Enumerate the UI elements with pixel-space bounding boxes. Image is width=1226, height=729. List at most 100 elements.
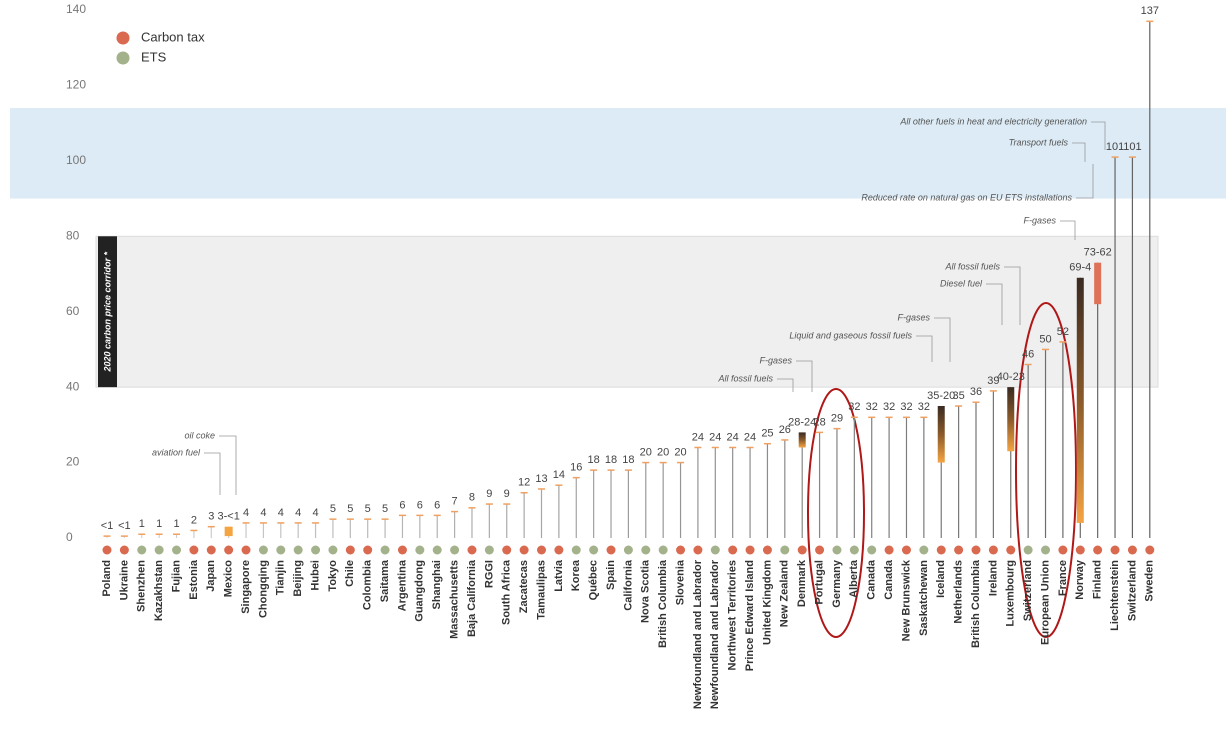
range-bar (798, 432, 806, 448)
y-tick-label: 140 (66, 2, 86, 16)
x-tick-label: Finland (1092, 560, 1104, 599)
x-tick-label: France (1057, 560, 1069, 596)
category-dot (172, 545, 182, 555)
y-tick-label: 100 (66, 153, 86, 167)
category-dot (119, 545, 129, 555)
highlight-ellipse (807, 388, 865, 638)
category-dot (137, 545, 147, 555)
x-tick-label: Fujian (170, 560, 182, 593)
category-dot (224, 545, 234, 555)
category-dot (328, 545, 338, 555)
value-label: 32 (900, 401, 912, 413)
category-dot (415, 545, 425, 555)
value-label: 5 (382, 503, 388, 515)
annotation-leader (1076, 164, 1094, 199)
category-dot (849, 545, 859, 555)
category-dot (1145, 545, 1155, 555)
category-dot (1075, 545, 1085, 555)
value-label: <1 (101, 520, 114, 532)
highlight-ellipse (1015, 302, 1077, 638)
annotation: All other fuels in heat and electricity … (899, 116, 1087, 126)
category-dot (832, 545, 842, 555)
category-dot (502, 545, 512, 555)
value-label: 40-23 (997, 371, 1025, 383)
category-dot (710, 545, 720, 555)
category-dot (728, 545, 738, 555)
x-tick-label: Colombia (362, 559, 374, 610)
value-label: 26 (779, 424, 791, 436)
category-dot (241, 545, 251, 555)
x-tick-label: United Kingdom (761, 560, 773, 645)
x-tick-label: Zacatecas (518, 560, 530, 613)
x-tick-label: Norway (1074, 559, 1086, 600)
value-label: 5 (365, 503, 371, 515)
corridor-label-box (98, 236, 117, 388)
category-dot (450, 545, 460, 555)
annotation: F-gases (897, 312, 930, 322)
value-label: 6 (434, 499, 440, 511)
x-tick-label: Korea (570, 559, 582, 591)
x-tick-label: British Columbia (657, 559, 669, 648)
category-dot (1023, 545, 1033, 555)
x-tick-label: Shanghai (431, 560, 443, 610)
x-tick-label: Saskatchewan (918, 560, 930, 636)
category-dot (1041, 545, 1051, 555)
y-tick-label: 40 (66, 379, 80, 393)
x-tick-label: Canada (866, 559, 878, 600)
value-label: 5 (330, 503, 336, 515)
value-label: 24 (727, 431, 739, 443)
category-dot (467, 545, 477, 555)
x-tick-label: Hubei (309, 560, 321, 591)
x-tick-label: Baja California (466, 559, 478, 637)
x-tick-label: Kazakhstan (153, 560, 165, 621)
x-tick-label: Latvia (553, 559, 565, 592)
range-bar (1076, 277, 1084, 523)
y-tick-label: 60 (66, 304, 80, 318)
y-tick-label: 80 (66, 228, 80, 242)
annotation: F-gases (759, 355, 792, 365)
x-tick-label: New Brunswick (900, 559, 912, 641)
category-dot (397, 545, 407, 555)
value-label: 28-24 (788, 416, 816, 428)
category-dot (293, 545, 303, 555)
x-tick-label: European Union (1039, 560, 1051, 645)
range-bar (224, 526, 233, 537)
value-label: 18 (605, 454, 617, 466)
x-tick-label: Ukraine (118, 560, 130, 600)
value-label: 20 (657, 446, 669, 458)
range-bar (1007, 387, 1015, 452)
value-label: 20 (640, 446, 652, 458)
value-label: 69-4 (1069, 262, 1091, 274)
x-tick-label: Guangdong (414, 560, 426, 622)
annotation-leader (1072, 142, 1086, 162)
category-dot (884, 545, 894, 555)
upper-band (10, 108, 1226, 199)
value-label: 5 (347, 503, 353, 515)
value-label: 4 (243, 507, 249, 519)
category-dot (432, 545, 442, 555)
x-tick-label: Chile (344, 560, 356, 587)
category-dot (258, 545, 268, 555)
category-dot (780, 545, 790, 555)
category-dot (102, 545, 112, 555)
x-tick-label: Poland (101, 560, 113, 597)
value-label: 1 (156, 518, 162, 530)
legend-label: ETS (141, 49, 167, 64)
y-tick-label: 0 (66, 530, 73, 544)
value-label: 25 (761, 428, 773, 440)
annotation-leader (1091, 121, 1106, 150)
x-tick-label: Saitama (379, 559, 391, 602)
value-label: 8 (469, 492, 475, 504)
value-label: 73-62 (1084, 247, 1112, 259)
x-tick-label: Nova Scotia (640, 559, 652, 623)
category-dot (641, 545, 651, 555)
value-label: 6 (399, 499, 405, 511)
value-label: 6 (417, 499, 423, 511)
value-label: 18 (588, 454, 600, 466)
value-label: 3-<1 (217, 511, 239, 523)
x-tick-label: Netherlands (953, 560, 965, 624)
annotation: oil coke (184, 430, 215, 440)
x-tick-label: Chongqing (257, 560, 269, 618)
x-tick-label: South Africa (501, 559, 513, 625)
